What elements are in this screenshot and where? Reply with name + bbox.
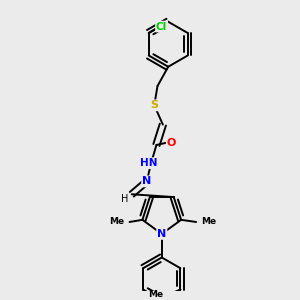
Text: HN: HN xyxy=(140,158,158,168)
Text: S: S xyxy=(150,100,158,110)
Text: H: H xyxy=(121,194,128,203)
Text: Me: Me xyxy=(148,290,163,299)
Text: N: N xyxy=(142,176,152,186)
Text: Me: Me xyxy=(202,218,217,226)
Text: Me: Me xyxy=(109,218,124,226)
Text: O: O xyxy=(167,138,176,148)
Text: Cl: Cl xyxy=(156,22,167,32)
Text: N: N xyxy=(157,229,167,239)
